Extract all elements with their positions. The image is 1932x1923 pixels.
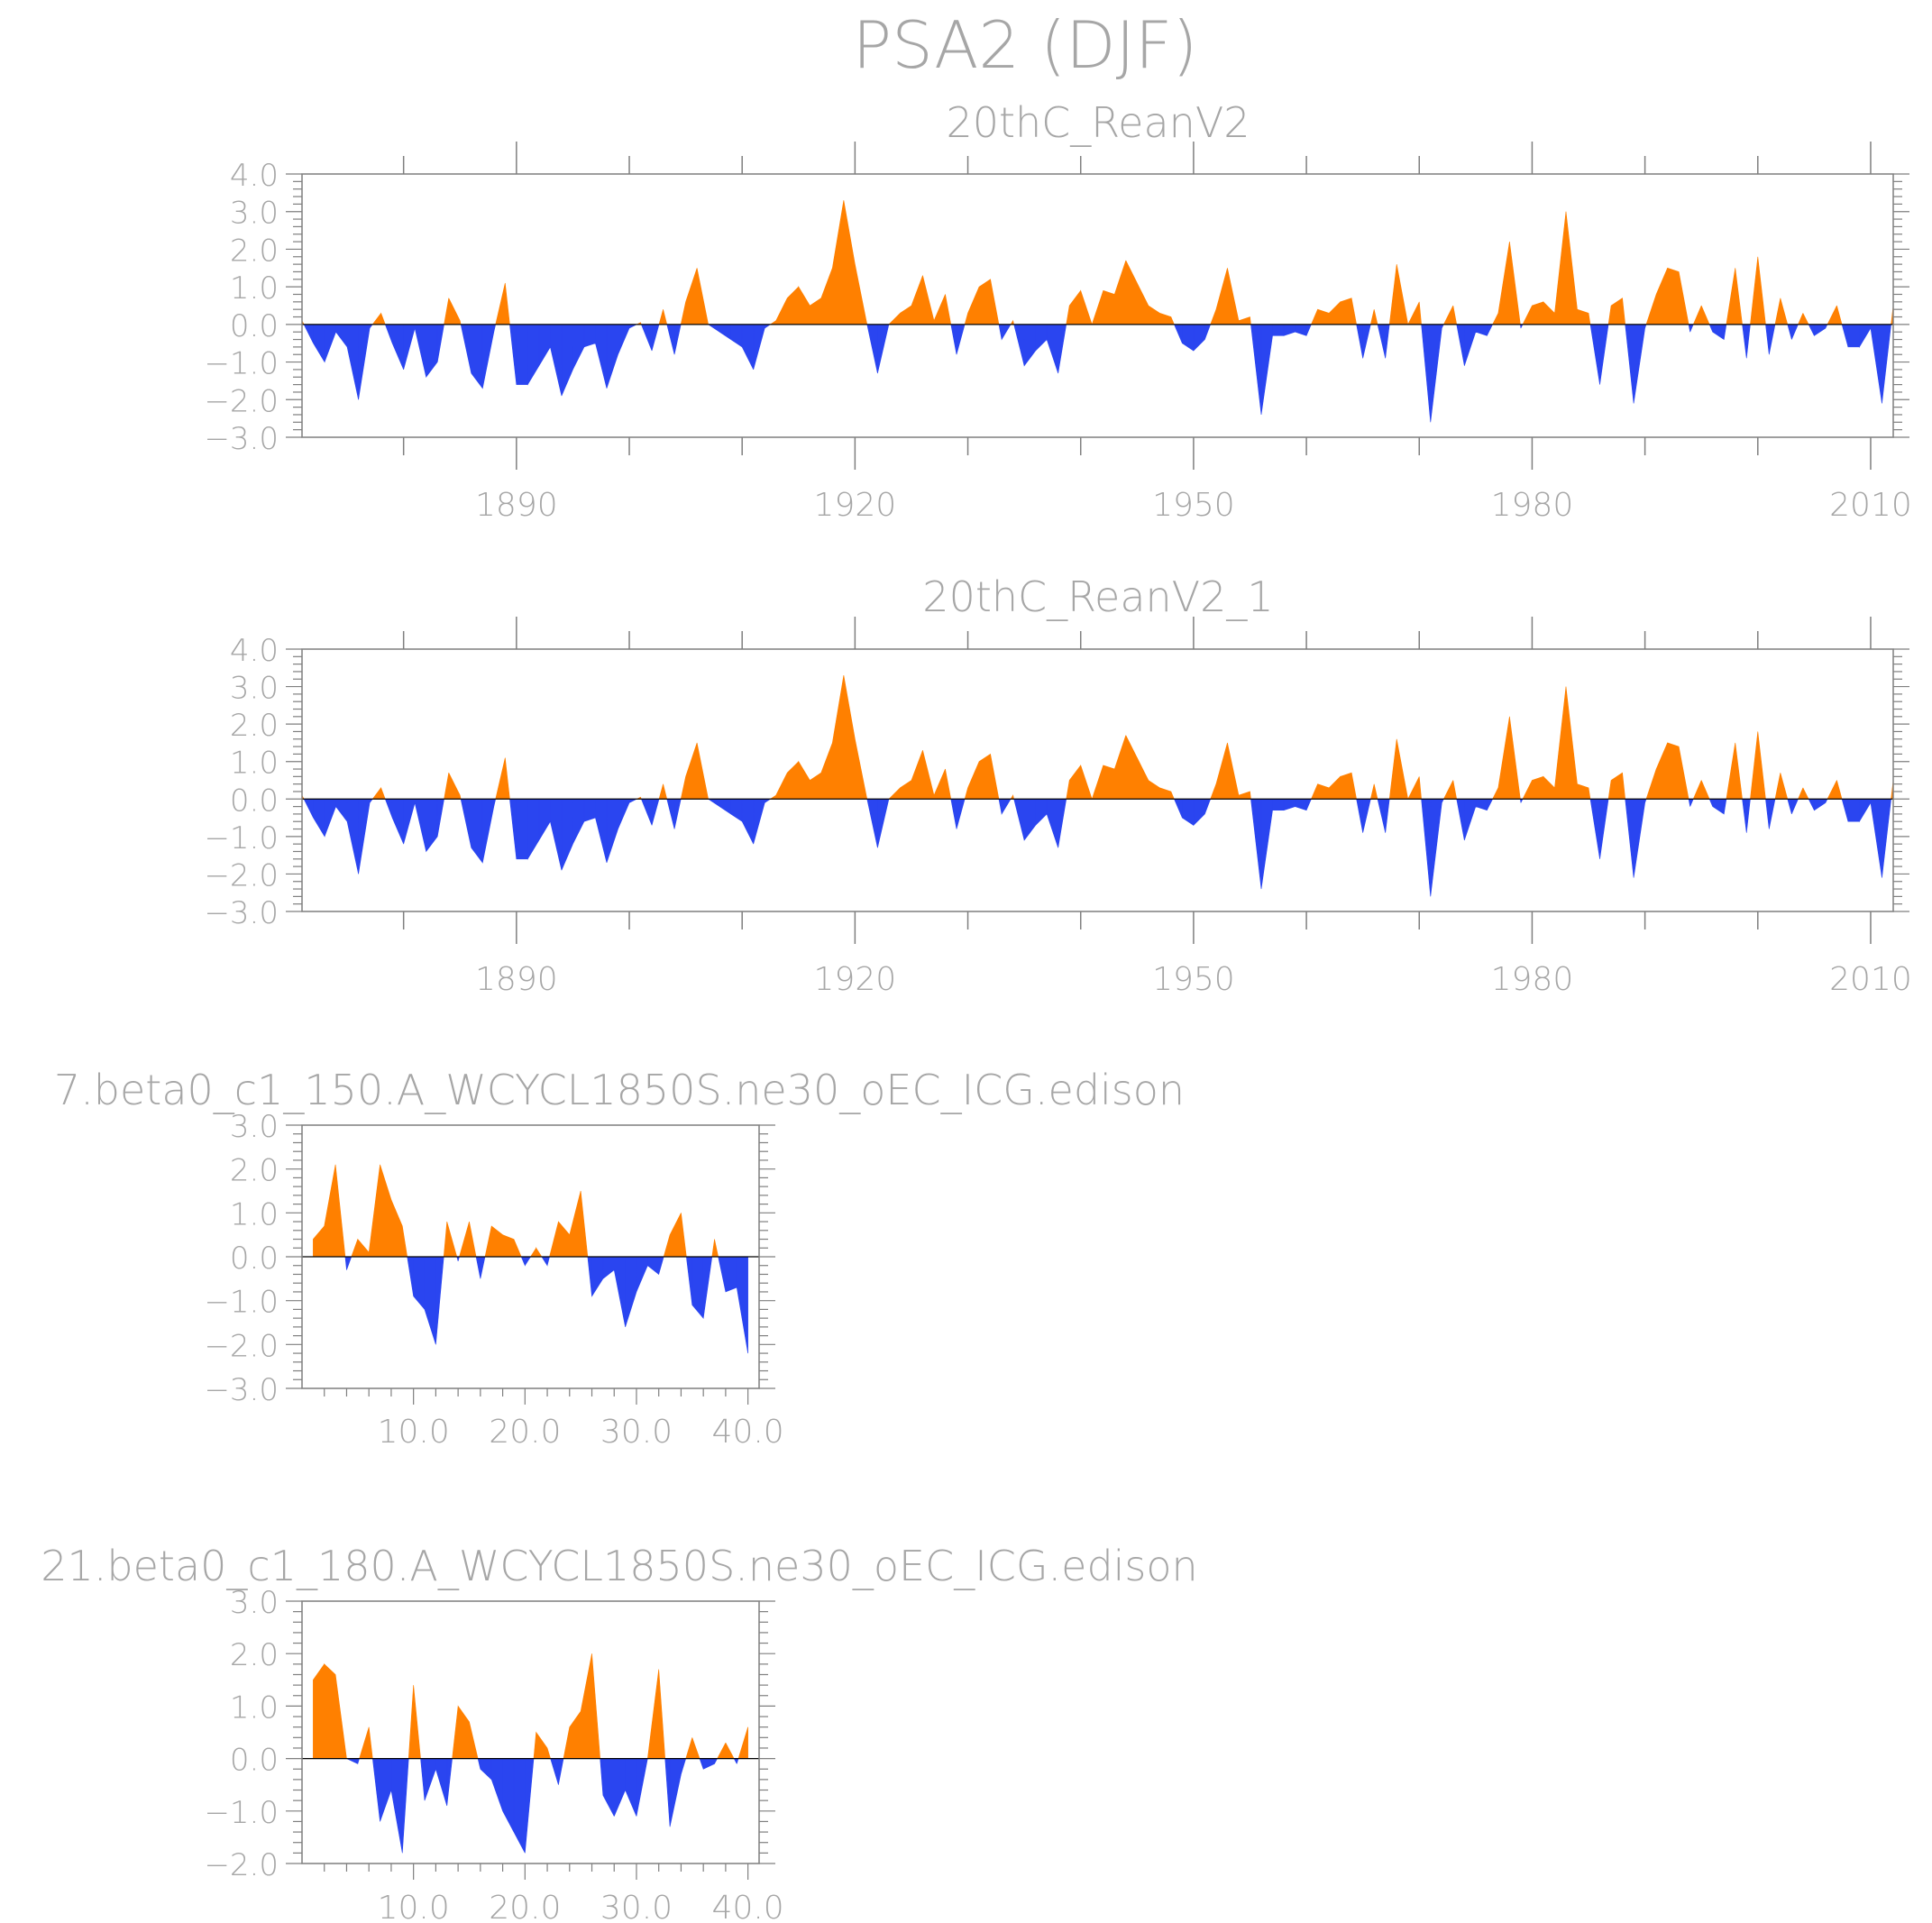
y-tick-label: 0.0 bbox=[230, 1241, 279, 1277]
panel-title: 21.beta0_c1_180.A_WCYCL1850S.ne30_oEC_IC… bbox=[41, 1542, 1197, 1590]
plot-frame bbox=[301, 1600, 760, 1864]
y-tick-label: −1.0 bbox=[204, 1285, 279, 1321]
x-tick-label: 1890 bbox=[475, 487, 558, 524]
y-tick-label: 2.0 bbox=[230, 1637, 279, 1673]
y-tick-label: 1.0 bbox=[230, 270, 279, 307]
y-tick-label: 1.0 bbox=[230, 1689, 279, 1726]
plot-frame bbox=[301, 173, 1894, 438]
y-tick-label: −1.0 bbox=[204, 346, 279, 382]
x-tick-label: 40.0 bbox=[712, 1414, 784, 1451]
x-tick-label: 1980 bbox=[1491, 961, 1574, 998]
y-tick-label: −1.0 bbox=[204, 820, 279, 856]
x-tick-label: 2010 bbox=[1829, 487, 1912, 524]
y-tick-label: 3.0 bbox=[230, 671, 279, 707]
y-tick-label: 3.0 bbox=[230, 1109, 279, 1145]
y-tick-label: −3.0 bbox=[204, 895, 279, 931]
x-tick-label: 30.0 bbox=[600, 1414, 673, 1451]
y-tick-label: 1.0 bbox=[230, 746, 279, 782]
positive-area bbox=[301, 675, 1894, 800]
x-tick-label: 1950 bbox=[1152, 961, 1235, 998]
y-tick-label: 2.0 bbox=[230, 233, 279, 269]
panel-title: 20thC_ReanV2 bbox=[946, 98, 1250, 147]
x-tick-label: 30.0 bbox=[600, 1890, 673, 1923]
x-tick-label: 1980 bbox=[1491, 487, 1574, 524]
x-tick-label: 1920 bbox=[814, 487, 897, 524]
positive-area bbox=[313, 1164, 719, 1258]
x-tick-label: 2010 bbox=[1829, 961, 1912, 998]
y-tick-label: −2.0 bbox=[204, 1328, 279, 1364]
negative-area bbox=[344, 1256, 748, 1354]
x-tick-label: 1890 bbox=[475, 961, 558, 998]
panel-20thc-reanv2-1: 20thC_ReanV2_1 4.03.02.01.00.0−1.0−2.0−3… bbox=[204, 572, 1911, 998]
y-tick-label: 1.0 bbox=[230, 1196, 279, 1232]
panel-run-150: 7.beta0_c1_150.A_WCYCL1850S.ne30_oEC_ICG… bbox=[54, 1066, 1185, 1451]
positive-area bbox=[313, 1653, 748, 1759]
y-tick-label: −3.0 bbox=[204, 421, 279, 457]
y-tick-label: −2.0 bbox=[204, 857, 279, 893]
x-tick-label: 20.0 bbox=[489, 1414, 561, 1451]
x-tick-label: 1950 bbox=[1152, 487, 1235, 524]
negative-area bbox=[303, 798, 1891, 897]
y-tick-label: 2.0 bbox=[230, 708, 279, 744]
negative-area bbox=[346, 1758, 739, 1854]
y-tick-label: 3.0 bbox=[230, 196, 279, 232]
y-tick-label: 0.0 bbox=[230, 308, 279, 344]
y-tick-label: 2.0 bbox=[230, 1153, 279, 1189]
y-tick-label: −3.0 bbox=[204, 1372, 279, 1408]
panel-20thc-reanv2: 20thC_ReanV2 4.03.02.01.00.0−1.0−2.0−3.0… bbox=[204, 98, 1911, 524]
y-tick-label: 4.0 bbox=[230, 633, 279, 669]
panel-title: 20thC_ReanV2_1 bbox=[922, 572, 1273, 621]
positive-area bbox=[301, 200, 1894, 325]
x-tick-label: 1920 bbox=[814, 961, 897, 998]
y-tick-label: 4.0 bbox=[230, 158, 279, 194]
y-tick-label: −2.0 bbox=[204, 383, 279, 419]
figure-title: PSA2 (DJF) bbox=[853, 7, 1198, 83]
y-tick-label: −1.0 bbox=[204, 1795, 279, 1831]
x-tick-label: 40.0 bbox=[712, 1890, 784, 1923]
y-tick-label: 0.0 bbox=[230, 1743, 279, 1779]
negative-area bbox=[303, 324, 1891, 423]
panel-run-180: 21.beta0_c1_180.A_WCYCL1850S.ne30_oEC_IC… bbox=[41, 1542, 1197, 1923]
panel-title: 7.beta0_c1_150.A_WCYCL1850S.ne30_oEC_ICG… bbox=[54, 1066, 1185, 1114]
x-tick-label: 10.0 bbox=[378, 1414, 450, 1451]
x-tick-label: 10.0 bbox=[378, 1890, 450, 1923]
y-tick-label: −2.0 bbox=[204, 1847, 279, 1883]
plot-frame bbox=[301, 648, 1894, 912]
y-tick-label: 3.0 bbox=[230, 1585, 279, 1621]
x-tick-label: 20.0 bbox=[489, 1890, 561, 1923]
y-tick-label: 0.0 bbox=[230, 783, 279, 819]
